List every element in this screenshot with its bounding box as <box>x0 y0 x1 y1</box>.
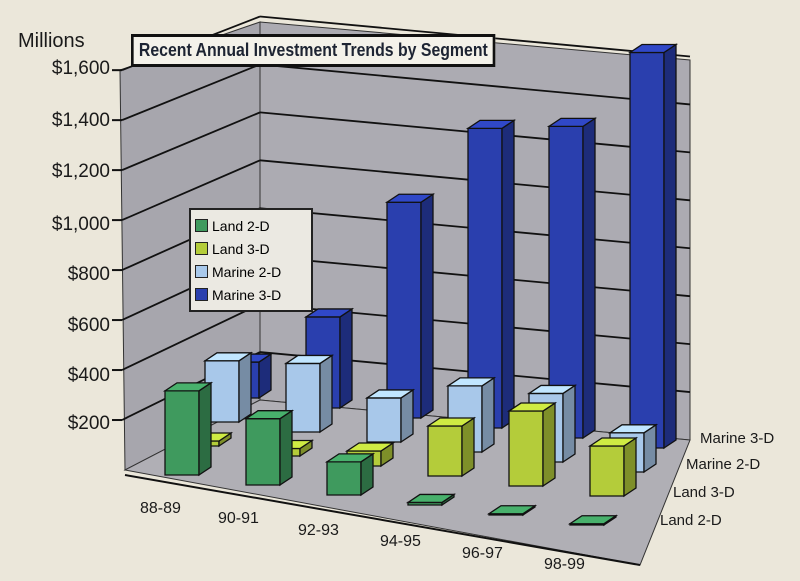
depth-label: Land 2-D <box>660 512 722 529</box>
bar-top <box>364 389 416 399</box>
x-tick-label: 92-93 <box>298 522 339 539</box>
bar-side <box>582 117 596 440</box>
bar-front <box>386 201 422 419</box>
legend-swatch <box>195 288 208 301</box>
bar-side <box>663 43 677 450</box>
bar-top <box>546 117 598 128</box>
bar-top <box>506 402 558 412</box>
bar-side <box>400 388 414 444</box>
gridline <box>121 159 261 221</box>
legend-item: Land 2-D <box>195 214 307 237</box>
bar-side <box>319 354 333 434</box>
gridline <box>121 111 261 171</box>
gridline <box>259 63 691 106</box>
bar-side <box>238 351 252 424</box>
bar-front <box>629 51 665 449</box>
legend-label: Land 3-D <box>212 240 270 257</box>
bar-front <box>326 461 362 496</box>
bar-top <box>162 382 214 392</box>
bar-top <box>526 384 578 395</box>
legend-swatch <box>195 242 208 255</box>
bar-front <box>427 425 463 477</box>
bar-top <box>283 354 335 365</box>
legend-label: Marine 3-D <box>212 286 282 303</box>
bar-top <box>425 417 477 427</box>
bar-top <box>384 193 436 203</box>
bar-top <box>486 505 538 515</box>
y-tick-label: $1,600 <box>51 58 110 79</box>
legend-item: Marine 2-D <box>195 260 307 283</box>
bar-side <box>501 119 515 430</box>
gridline <box>121 303 261 371</box>
bar-front <box>508 410 544 487</box>
legend-swatch <box>195 265 208 278</box>
bar-side <box>339 307 353 410</box>
bar-top <box>405 493 457 504</box>
bar-top <box>587 437 639 447</box>
bar-side <box>420 193 434 420</box>
bar-front <box>589 445 625 497</box>
depth-label: Land 3-D <box>673 484 735 501</box>
y-tick-label: $600 <box>67 315 110 336</box>
chart-title: Recent Annual Investment Trends by Segme… <box>131 34 496 67</box>
bar-top <box>243 410 295 420</box>
y-tick-label: $400 <box>67 365 110 386</box>
bar-top <box>465 119 517 130</box>
legend-swatch <box>195 219 208 232</box>
bar-side <box>279 409 293 487</box>
bar-top <box>445 377 497 387</box>
bar-top <box>627 43 679 54</box>
bar-front <box>164 390 200 476</box>
x-tick-label: 96-97 <box>462 545 503 562</box>
x-axis <box>124 474 641 566</box>
bar-side <box>481 376 495 454</box>
y-axis-label: Millions <box>18 30 85 52</box>
x-tick-label: 94-95 <box>380 533 421 550</box>
bar-top <box>607 424 659 434</box>
y-tick-label: $1,400 <box>51 110 110 131</box>
bar-side <box>623 436 637 498</box>
bar-front <box>245 418 281 486</box>
bar-top <box>567 515 619 525</box>
bar-top <box>303 308 355 318</box>
bar-front <box>366 397 402 443</box>
bar-side <box>562 384 576 464</box>
y-tick-label: $1,000 <box>51 214 110 235</box>
y-tick-label: $800 <box>67 264 110 285</box>
depth-label: Marine 3-D <box>700 430 775 447</box>
bar-top <box>324 453 376 463</box>
legend-item: Marine 3-D <box>195 283 307 306</box>
legend-label: Land 2-D <box>212 217 270 234</box>
x-tick-label: 88-89 <box>140 500 181 517</box>
y-tick-label: $200 <box>67 413 110 434</box>
bar-top <box>202 352 254 362</box>
x-tick-label: 90-91 <box>218 510 259 527</box>
legend-item: Land 3-D <box>195 237 307 260</box>
bar-side <box>542 401 556 488</box>
bar-top <box>344 442 396 452</box>
legend-label: Marine 2-D <box>212 263 282 280</box>
bar-side <box>461 416 475 478</box>
y-tick-label: $1,200 <box>51 161 110 182</box>
bar-side <box>198 381 212 477</box>
legend: Land 2-D Land 3-D Marine 2-D Marine 3-D <box>189 208 313 312</box>
x-tick-label: 98-99 <box>544 556 585 573</box>
gridline <box>121 63 261 121</box>
depth-label: Marine 2-D <box>686 456 761 473</box>
